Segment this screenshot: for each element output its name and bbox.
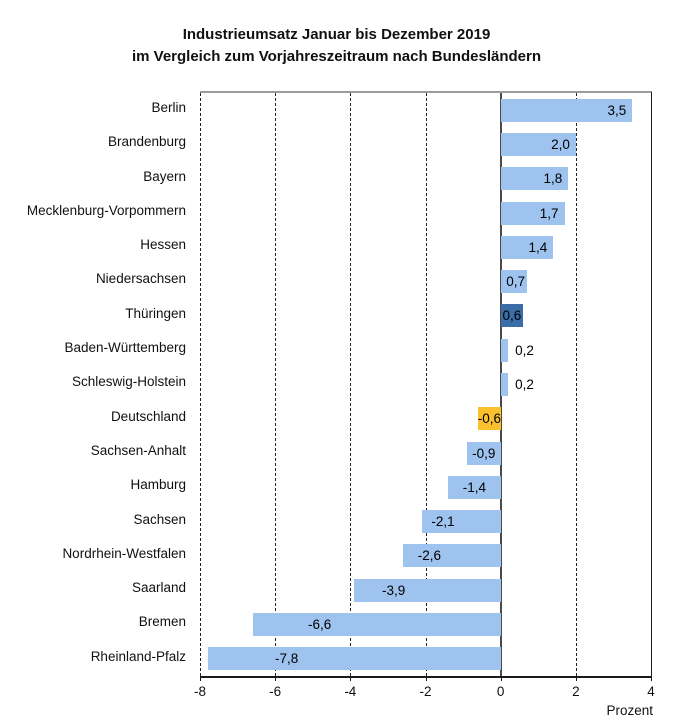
- category-label-Sachsen: Sachsen: [133, 511, 186, 527]
- category-label-Mecklenburg-Vorpommern: Mecklenburg-Vorpommern: [26, 202, 186, 218]
- x-axis-unit-label: Prozent: [606, 703, 653, 718]
- bar-Mecklenburg-Vorpommern: [500, 201, 565, 225]
- value-label: -2,6: [417, 548, 441, 564]
- bar-Baden-Württemberg: [500, 338, 509, 362]
- value-label: 0,2: [515, 376, 534, 392]
- gridline--2: [425, 93, 427, 676]
- category-label-Saarland: Saarland: [131, 580, 186, 596]
- value-label: 3,5: [607, 102, 627, 118]
- bar-row: 0,7: [200, 264, 651, 298]
- value-label: -7,8: [275, 651, 299, 667]
- value-label: 1,4: [528, 239, 548, 255]
- x-tick-label-0: 0: [496, 684, 505, 699]
- bar-row: 1,4: [200, 230, 651, 264]
- bar-Rheinland-Pfalz: [207, 647, 501, 671]
- category-label-Brandenburg: Brandenburg: [107, 134, 186, 150]
- bar-Hamburg: [448, 475, 501, 499]
- value-label: 1,7: [539, 205, 559, 221]
- value-label: -2,1: [431, 514, 455, 530]
- bar-row: -1,4: [200, 470, 651, 504]
- category-label-Niedersachsen: Niedersachsen: [95, 271, 186, 287]
- x-tick-label--2: -2: [419, 684, 432, 699]
- bar-Hessen: [500, 235, 554, 259]
- value-label: 2,0: [551, 136, 570, 152]
- category-label-Nordrhein-Westfalen: Nordrhein-Westfalen: [62, 545, 186, 561]
- bar-Schleswig-Holstein: [500, 372, 509, 396]
- bar-Sachsen: [421, 510, 501, 534]
- value-label: 1,8: [543, 171, 563, 187]
- category-label-Bremen: Bremen: [138, 614, 186, 630]
- bar-row: -3,9: [200, 573, 651, 607]
- bar-Bayern: [500, 167, 569, 191]
- value-label: -0,6: [477, 411, 502, 427]
- bar-row: 1,7: [200, 196, 651, 230]
- x-tick-label-4: 4: [647, 684, 655, 699]
- gridline--4: [350, 93, 352, 676]
- category-label-Bayern: Bayern: [143, 168, 186, 184]
- bar-Niedersachsen: [500, 270, 527, 294]
- bar-Brandenburg: [500, 132, 576, 156]
- category-label-Berlin: Berlin: [151, 100, 186, 115]
- bar-row: 1,8: [200, 162, 651, 196]
- x-tick-mark: [500, 676, 502, 681]
- x-tick-mark: [651, 676, 652, 681]
- bar-Thüringen: [500, 304, 524, 328]
- bar-row: 3,5: [200, 93, 651, 127]
- value-label: -0,9: [472, 445, 496, 461]
- bar-Saarland: [354, 578, 501, 602]
- bar-row: -0,9: [200, 436, 651, 470]
- bar-Sachsen-Anhalt: [466, 441, 501, 465]
- bar-row: 0,2: [200, 367, 651, 401]
- x-tick-mark: [350, 676, 352, 681]
- bar-Berlin: [500, 98, 633, 122]
- bar-row: -7,8: [200, 642, 651, 676]
- value-label: -3,9: [382, 582, 406, 598]
- x-tick-mark: [200, 676, 201, 681]
- bar-row: -6,6: [200, 607, 651, 641]
- value-label: 0,7: [506, 274, 525, 290]
- value-label: 0,6: [502, 308, 522, 324]
- x-tick-mark: [275, 676, 277, 681]
- x-tick-label--6: -6: [269, 684, 282, 699]
- chart-title: Industrieumsatz Januar bis Dezember 2019…: [0, 24, 673, 68]
- x-tick-mark: [575, 676, 577, 681]
- bar-row: -0,6: [200, 402, 651, 436]
- category-label-Sachsen-Anhalt: Sachsen-Anhalt: [90, 442, 186, 458]
- bar-Bremen: [252, 613, 501, 637]
- value-label: -1,4: [462, 479, 486, 495]
- x-tick-mark: [425, 676, 427, 681]
- category-label-Baden-Württemberg: Baden-Württemberg: [64, 340, 186, 356]
- x-tick-label--8: -8: [193, 684, 206, 699]
- gridline--6: [275, 93, 277, 676]
- bar-Nordrhein-Westfalen: [402, 544, 501, 568]
- value-label: -6,6: [307, 617, 332, 633]
- category-label-Hessen: Hessen: [140, 237, 186, 253]
- chart-title-line2: im Vergleich zum Vorjahreszeitraum nach …: [131, 48, 541, 65]
- bar-row: -2,6: [200, 539, 651, 573]
- category-label-Rheinland-Pfalz: Rheinland-Pfalz: [90, 648, 186, 664]
- gridline-2: [575, 93, 577, 676]
- bar-Deutschland: [478, 407, 501, 431]
- bar-row: -2,1: [200, 505, 651, 539]
- plot-area: 3,5 2,0 1,8 1,7 1,4 0,7 0,6 0,2 0,2 -0,6 -0,9 -1,4 -…: [200, 91, 652, 678]
- chart-title-line1: Industrieumsatz Januar bis Dezember 2019: [182, 26, 491, 43]
- x-tick-label--4: -4: [344, 684, 357, 699]
- category-label-Deutschland: Deutschland: [110, 408, 186, 424]
- bar-row: 2,0: [200, 127, 651, 161]
- value-label: 0,2: [515, 342, 534, 358]
- gridline--8: [200, 93, 201, 676]
- bar-row: 0,6: [200, 299, 651, 333]
- category-label-Schleswig-Holstein: Schleswig-Holstein: [71, 374, 186, 390]
- category-label-Thüringen: Thüringen: [125, 305, 186, 321]
- bar-row: 0,2: [200, 333, 651, 367]
- x-tick-label-2: 2: [572, 684, 580, 699]
- category-label-Hamburg: Hamburg: [130, 477, 186, 493]
